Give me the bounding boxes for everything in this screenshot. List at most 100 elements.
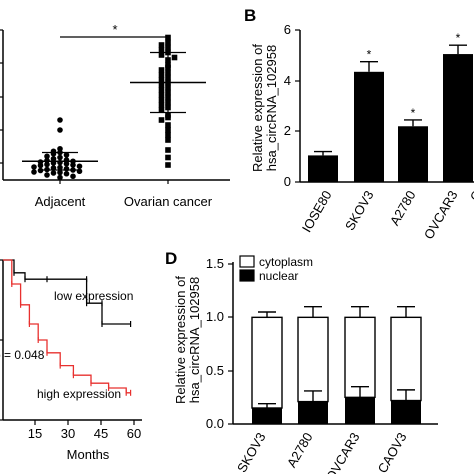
panel-a-point-adjacent [50, 155, 57, 162]
panel-d-bar-nuclear [345, 397, 375, 424]
panel-d-legend-swatch-nuclear [239, 269, 255, 282]
panel-a-point-ovarian-cancer [158, 47, 165, 53]
panel-b-bar [308, 155, 338, 182]
panel-b-bars: * * * [308, 31, 473, 182]
panel-d-legend-cytoplasm: cytoplasm [259, 255, 313, 269]
panel-d-x-tick-label: A2780 [284, 430, 316, 470]
panel-a-point-ovarian-cancer [165, 39, 171, 46]
panel-d-bar-nuclear [298, 401, 328, 424]
panel-a-point-adjacent [37, 167, 44, 174]
panel-a-point-adjacent [50, 170, 57, 176]
panel-c-x-tick-label: 30 [61, 426, 75, 441]
panel-d-y-tick-label: 0.5 [206, 363, 224, 378]
panel-a-point-adjacent [57, 117, 63, 123]
panel-b-x-tick-label: IOSE80 [299, 188, 335, 235]
panel-d-bar-cytoplasm [297, 316, 329, 403]
panel-a-point-ovarian-cancer [158, 92, 165, 98]
panel-a-points [22, 34, 206, 181]
panel-a-point-ovarian-cancer [158, 52, 165, 58]
panel-a-point-ovarian-cancer [158, 102, 165, 108]
panel-b-y-tick-label: 6 [284, 22, 291, 37]
panel-a-point-ovarian-cancer [158, 77, 165, 83]
panel-d-bar-nuclear [252, 408, 282, 424]
panel-c-high-expression-curve [3, 259, 131, 394]
panel-b-significance-star: * [456, 31, 461, 45]
panel-d-bars [251, 305, 422, 424]
panel-a-point-adjacent [44, 153, 50, 160]
panel-c-p-value: p = 0.048 [0, 348, 45, 362]
panel-c-high-expression-label: high expression [37, 387, 121, 401]
panel-a-point-adjacent [31, 164, 37, 170]
panel-b-bar [398, 126, 428, 182]
panel-a-point-adjacent [50, 150, 57, 157]
panel-a-point-ovarian-cancer [165, 127, 171, 133]
panel-a-significance-star: * [112, 22, 117, 37]
panel-b-x-tick-label: A2780 [387, 188, 419, 228]
panel-a-point-adjacent [57, 174, 63, 181]
panel-a-point-ovarian-cancer [171, 54, 178, 61]
panel-c-x-axis-label: Months [67, 447, 110, 462]
panel-a-category-label: Adjacent [35, 194, 86, 209]
panel-c-censor-marks [11, 269, 132, 396]
panel-a-point-ovarian-cancer [158, 42, 165, 48]
panel-a-point-ovarian-cancer [165, 132, 171, 138]
panel-d-bar-cytoplasm [390, 316, 422, 402]
panel-d-letter: D [165, 249, 177, 268]
panel-b-y-tick-label: 0 [284, 174, 291, 189]
panel-a-point-adjacent [44, 161, 50, 168]
panel-a-point-ovarian-cancer [158, 107, 165, 113]
panel-a-point-adjacent [37, 162, 44, 169]
panel-a-point-adjacent [70, 173, 76, 180]
panel-a-point-adjacent [31, 169, 37, 175]
panel-a-point-adjacent [70, 162, 76, 168]
panel-a-point-adjacent [57, 169, 63, 176]
panel-b-significance-star: * [367, 48, 372, 62]
panel-b-x-tick-label: C [467, 188, 474, 204]
panel-b-x-tick-label: SKOV3 [342, 188, 377, 233]
panel-b-bar [354, 71, 384, 182]
panel-a-point-ovarian-cancer [158, 67, 165, 73]
panel-a-point-ovarian-cancer [165, 114, 171, 121]
panel-a-point-adjacent [63, 170, 70, 177]
panel-a-point-adjacent [63, 160, 70, 167]
panel-a-point-ovarian-cancer [165, 122, 171, 128]
panel-d-x-tick-label: SKOV3 [234, 430, 269, 474]
panel-a: * Adjacent Ovarian cancer [0, 22, 230, 209]
panel-b: B Relative expression of hsa_circRNA_102… [244, 6, 474, 242]
panel-b-letter: B [244, 6, 256, 25]
panel-b-significance-star: * [411, 106, 416, 120]
panel-d-bar-cytoplasm [344, 316, 376, 399]
panel-b-y-axis-label: Relative expression of [250, 44, 265, 172]
panel-d-y-tick-label: 0.0 [206, 416, 224, 431]
panel-d-y-axis-label: Relative expression of [173, 276, 188, 404]
panel-a-point-ovarian-cancer [165, 44, 171, 51]
panel-a-point-ovarian-cancer [158, 97, 165, 103]
panel-c-low-expression-label: low expression [54, 289, 133, 303]
panel-d: D Relative expression of hsa_circRNA_102… [165, 249, 438, 474]
panel-a-point-adjacent [44, 172, 50, 178]
panel-a-category-label: Ovarian cancer [124, 194, 213, 209]
panel-c: 15 30 45 60 Months low expression p = 0.… [0, 259, 142, 462]
panel-b-y-tick-label: 2 [284, 123, 291, 138]
panel-a-point-adjacent [57, 127, 63, 133]
panel-b-x-tick-label: OVCAR3 [421, 188, 461, 242]
panel-a-point-adjacent [76, 168, 83, 175]
panel-c-x-tick-label: 45 [94, 426, 108, 441]
panel-b-y-tick-label: 4 [284, 73, 291, 88]
panel-a-point-ovarian-cancer [165, 154, 171, 161]
panel-a-point-ovarian-cancer [158, 117, 165, 123]
panel-a-point-ovarian-cancer [165, 162, 171, 168]
panel-b-y-axis-label: hsa_circRNA_102958 [264, 45, 279, 171]
panel-d-y-axis-label: hsa_circRNA_102958 [187, 277, 202, 403]
panel-c-x-tick-label: 60 [127, 426, 141, 441]
panel-d-bar-cytoplasm [251, 316, 283, 409]
panel-a-point-adjacent [63, 152, 70, 158]
panel-d-legend-swatch-cytoplasm [239, 255, 255, 268]
panel-b-bar [443, 54, 473, 182]
panel-c-x-tick-label: 15 [28, 426, 42, 441]
panel-d-y-tick-label: 1.0 [206, 309, 224, 324]
panel-d-x-tick-label: OVCAR3 [323, 430, 363, 474]
panel-a-point-ovarian-cancer [158, 82, 165, 88]
panel-a-point-ovarian-cancer [165, 147, 171, 153]
